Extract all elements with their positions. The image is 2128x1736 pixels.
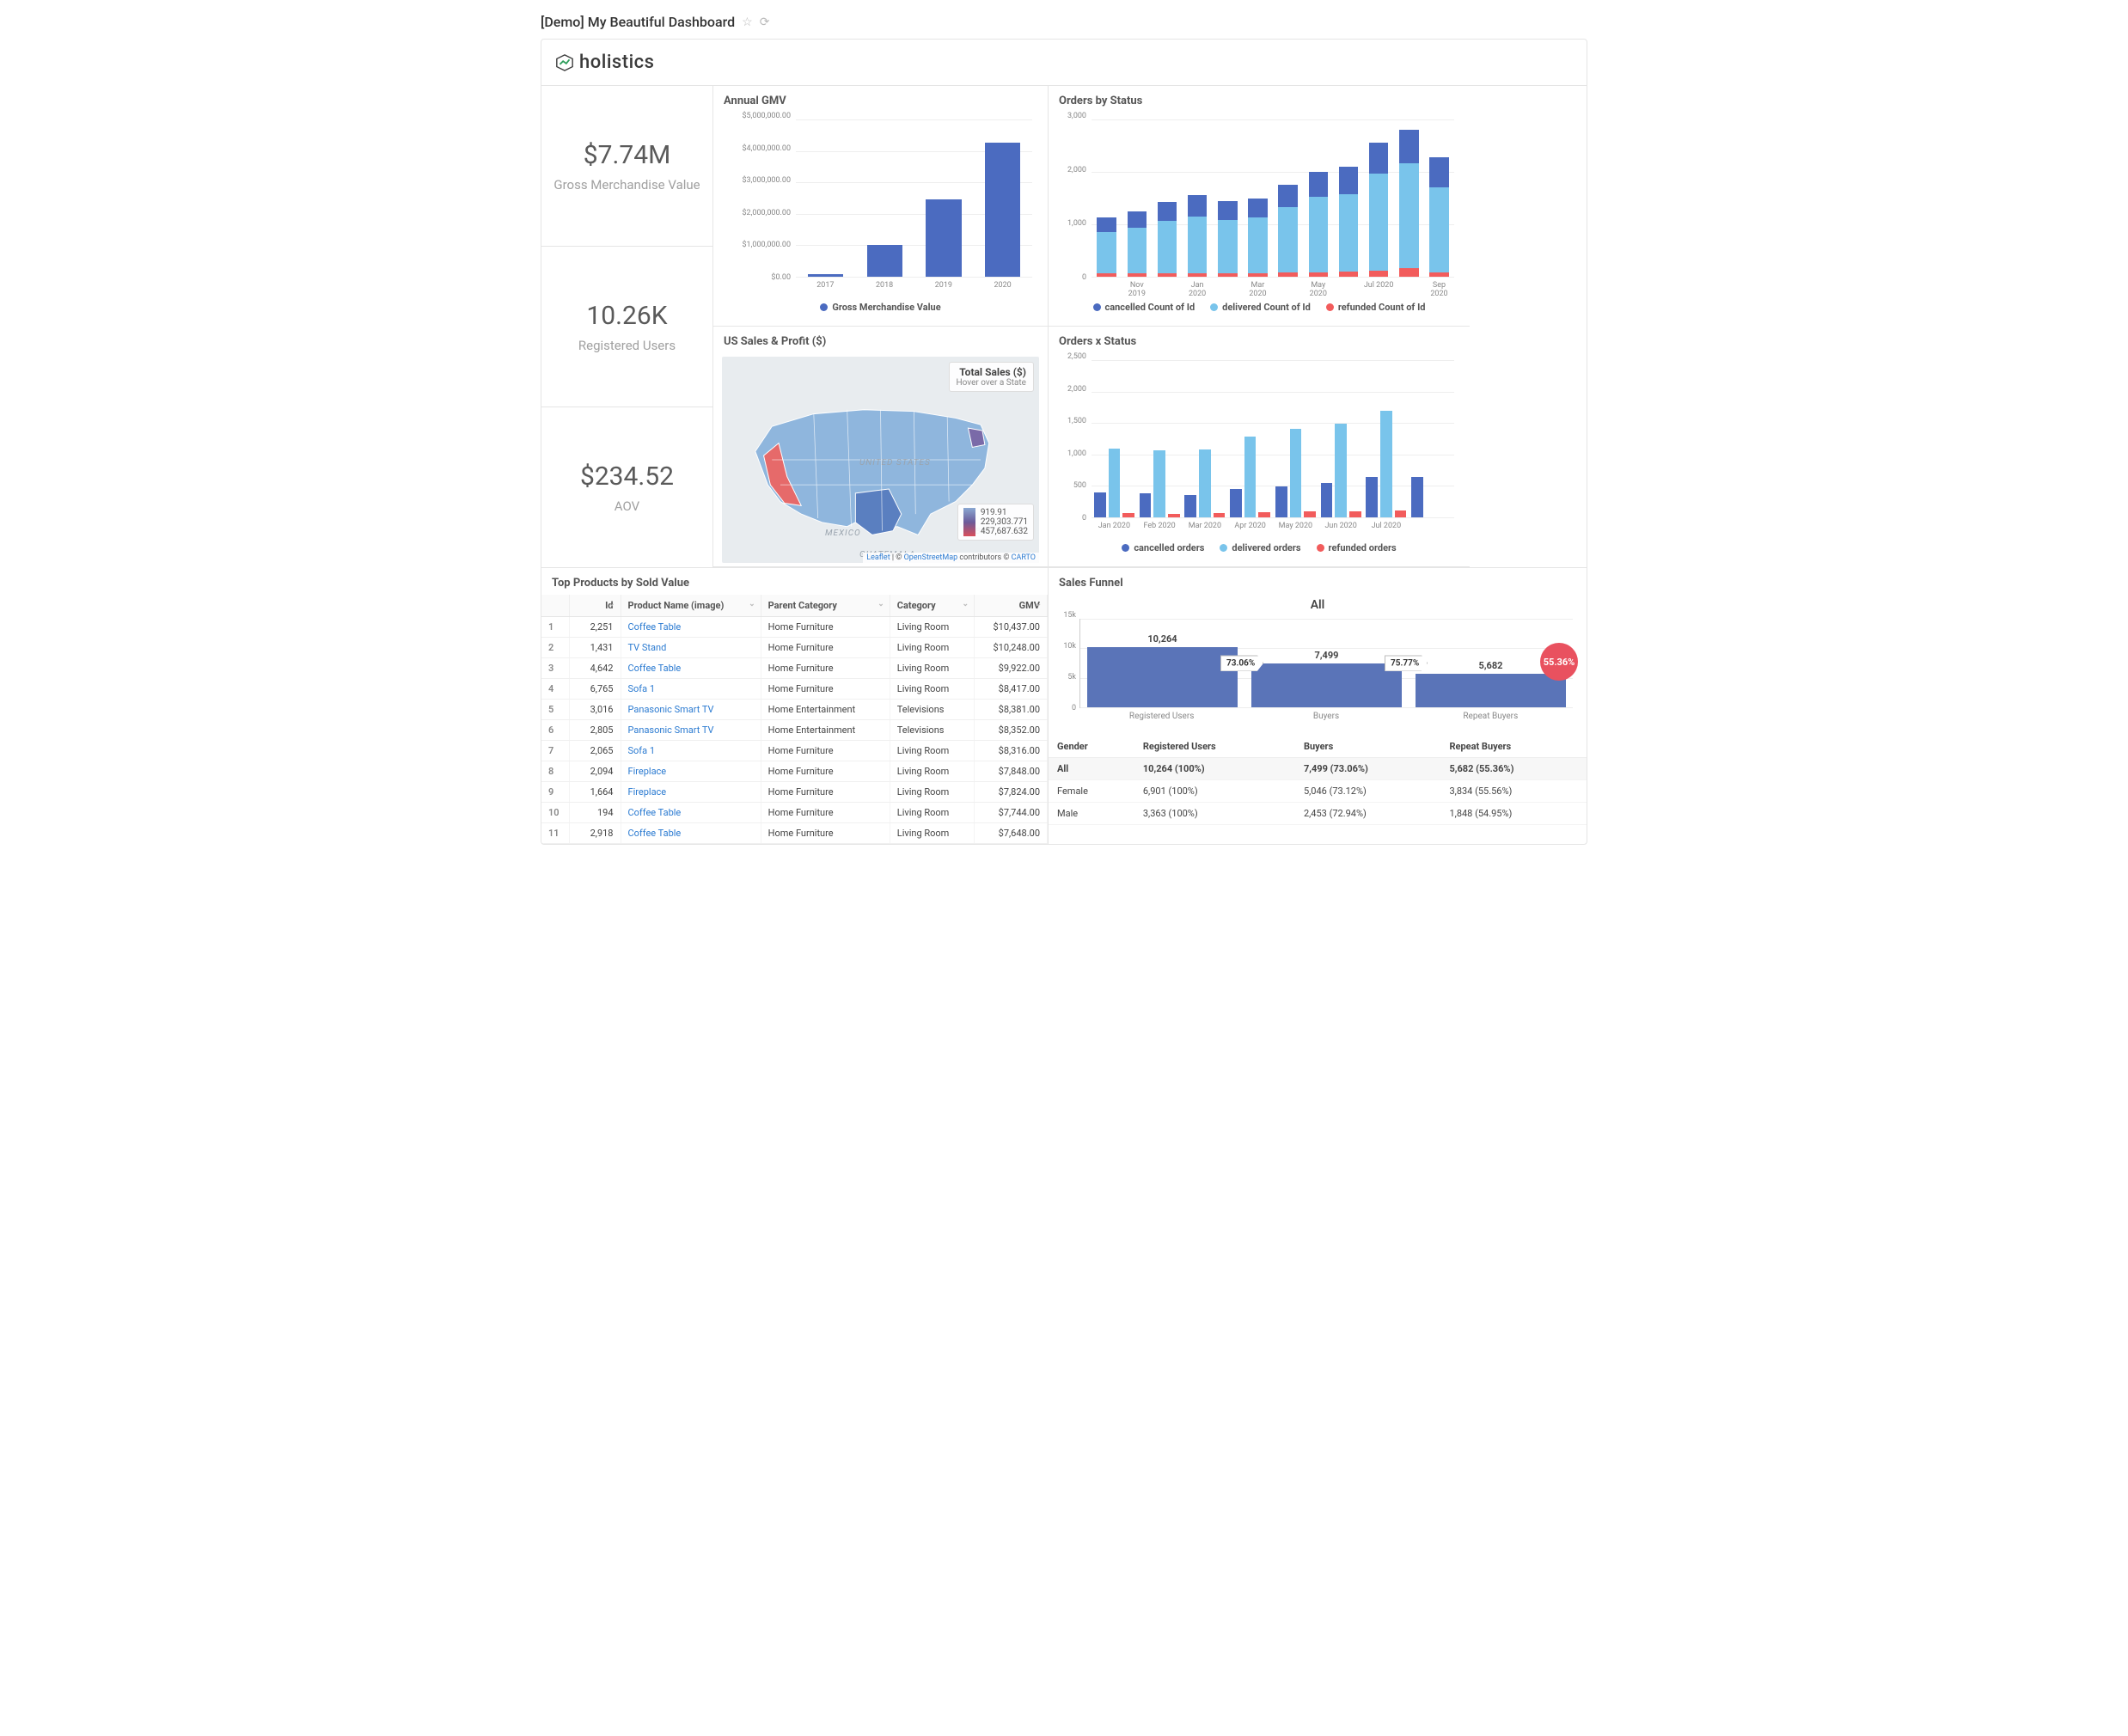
brand-name: holistics <box>579 52 654 73</box>
page-title: [Demo] My Beautiful Dashboard <box>541 14 735 30</box>
product-link[interactable]: Fireplace <box>628 786 667 798</box>
osm-link[interactable]: OpenStreetMap <box>904 553 958 562</box>
panel-title: Orders x Status <box>1049 327 1470 353</box>
panel-orders-x-status: Orders x Status 05001,0001,5002,0002,500… <box>1049 327 1470 567</box>
table-row[interactable]: 112,918Coffee TableHome FurnitureLiving … <box>541 823 1048 844</box>
funnel-table-header: Registered Users <box>1134 736 1295 758</box>
panel-annual-gmv: Annual GMV $0.00$1,000,000.00$2,000,000.… <box>713 86 1049 327</box>
table-row[interactable]: 72,065Sofa 1Home FurnitureLiving Room$8,… <box>541 741 1048 761</box>
panel-sales-funnel: Sales Funnel All 05k10k15k10,2647,49973.… <box>1049 568 1587 844</box>
annual-gmv-chart[interactable]: $0.00$1,000,000.00$2,000,000.00$3,000,00… <box>722 116 1039 296</box>
annual-gmv-legend: Gross Merchandise Value <box>722 296 1039 320</box>
product-link[interactable]: Coffee Table <box>628 807 682 818</box>
product-link[interactable]: Coffee Table <box>628 663 682 674</box>
table-row[interactable]: 10194Coffee TableHome FurnitureLiving Ro… <box>541 803 1048 823</box>
map-overlay-title: Total Sales ($) <box>957 366 1026 378</box>
table-row[interactable]: 62,805Panasonic Smart TVHome Entertainme… <box>541 720 1048 741</box>
kpi-label: Registered Users <box>578 338 676 353</box>
table-row[interactable]: 34,642Coffee TableHome FurnitureLiving R… <box>541 658 1048 679</box>
panel-title: Top Products by Sold Value <box>541 568 1048 595</box>
panel-title: Orders by Status <box>1049 86 1470 113</box>
funnel-table-row: Female6,901 (100%)5,046 (73.12%)3,834 (5… <box>1049 780 1587 803</box>
table-row[interactable]: 82,094FireplaceHome FurnitureLiving Room… <box>541 761 1048 782</box>
funnel-overall-label: All <box>1049 595 1587 612</box>
brand-logo-icon <box>555 53 574 72</box>
funnel-table-row: Male3,363 (100%)2,453 (72.94%)1,848 (54.… <box>1049 803 1587 825</box>
funnel-table: GenderRegistered UsersBuyersRepeat Buyer… <box>1049 736 1587 825</box>
map-attribution: Leaflet | © OpenStreetMap contributors ©… <box>863 553 1039 563</box>
orders-by-status-legend: cancelled Count of Iddelivered Count of … <box>1057 296 1461 320</box>
map-legend-val: 919.91 <box>981 508 1028 517</box>
product-link[interactable]: Sofa 1 <box>628 683 656 694</box>
funnel-table-header: Gender <box>1049 736 1134 758</box>
panel-us-sales: US Sales & Profit ($) <box>713 327 1049 567</box>
table-header[interactable]: Product Name (image)⌄ <box>621 595 761 617</box>
table-header[interactable]: Parent Category⌄ <box>761 595 890 617</box>
map-legend-val: 457,687.632 <box>981 527 1028 536</box>
kpi-users: 10.26K Registered Users <box>541 247 713 407</box>
table-row[interactable]: 91,664FireplaceHome FurnitureLiving Room… <box>541 782 1048 803</box>
table-row[interactable]: 53,016Panasonic Smart TVHome Entertainme… <box>541 700 1048 720</box>
panel-top-products: Top Products by Sold Value Id⌄Product Na… <box>541 568 1049 844</box>
product-link[interactable]: Fireplace <box>628 766 667 777</box>
map-label: UNITED STATES <box>859 458 931 468</box>
carto-link[interactable]: CARTO <box>1012 553 1036 562</box>
title-bar: [Demo] My Beautiful Dashboard ☆ ⟳ <box>541 9 1587 39</box>
map-legend-val: 229,303.771 <box>981 517 1028 527</box>
map-overlay-sub: Hover over a State <box>957 378 1026 388</box>
product-link[interactable]: Coffee Table <box>628 621 682 633</box>
product-link[interactable]: TV Stand <box>628 642 667 653</box>
table-header[interactable]: Id⌄ <box>569 595 621 617</box>
orders-x-status-legend: cancelled ordersdelivered ordersrefunded… <box>1057 537 1461 560</box>
orders-by-status-chart[interactable]: 01,0002,0003,000Nov 2019Jan 2020Mar 2020… <box>1057 116 1461 296</box>
table-header[interactable] <box>541 595 569 617</box>
table-header[interactable]: GMV⌄ <box>975 595 1048 617</box>
brand-row: holistics <box>541 40 1587 86</box>
product-link[interactable]: Coffee Table <box>628 828 682 839</box>
kpi-label: Gross Merchandise Value <box>553 177 700 193</box>
table-row[interactable]: 46,765Sofa 1Home FurnitureLiving Room$8,… <box>541 679 1048 700</box>
table-row[interactable]: 12,251Coffee TableHome FurnitureLiving R… <box>541 617 1048 638</box>
panel-title: US Sales & Profit ($) <box>713 327 1048 353</box>
map-legend: 919.91 229,303.771 457,687.632 <box>957 504 1034 541</box>
kpi-gmv: $7.74M Gross Merchandise Value <box>541 86 713 247</box>
panel-title: Annual GMV <box>713 86 1048 113</box>
table-row[interactable]: 21,431TV StandHome FurnitureLiving Room$… <box>541 638 1048 658</box>
kpi-label: AOV <box>615 498 639 514</box>
product-link[interactable]: Panasonic Smart TV <box>628 724 714 736</box>
funnel-table-header: Buyers <box>1295 736 1441 758</box>
table-header[interactable]: Category⌄ <box>890 595 974 617</box>
kpi-value: $234.52 <box>580 462 674 492</box>
product-link[interactable]: Sofa 1 <box>628 745 656 756</box>
panel-orders-by-status: Orders by Status 01,0002,0003,000Nov 201… <box>1049 86 1470 327</box>
us-sales-map[interactable]: UNITED STATES MEXICO CUBA GUATEMALA Tota… <box>722 357 1039 563</box>
map-overlay: Total Sales ($) Hover over a State <box>949 362 1034 392</box>
funnel-final-pct: 55.36% <box>1540 643 1578 681</box>
star-icon[interactable]: ☆ <box>742 15 753 29</box>
top-products-table[interactable]: Id⌄Product Name (image)⌄Parent Category⌄… <box>541 595 1048 844</box>
kpi-value: $7.74M <box>584 140 671 170</box>
funnel-chart[interactable]: 05k10k15k10,2647,49973.06%5,68275.77%55.… <box>1057 615 1578 727</box>
kpi-aov: $234.52 AOV <box>541 407 713 567</box>
product-link[interactable]: Panasonic Smart TV <box>628 704 714 715</box>
orders-x-status-chart[interactable]: 05001,0001,5002,0002,500Jan 2020Feb 2020… <box>1057 357 1461 537</box>
funnel-table-row: All10,264 (100%)7,499 (73.06%)5,682 (55.… <box>1049 758 1587 780</box>
leaflet-link[interactable]: Leaflet <box>866 553 890 562</box>
kpi-column: $7.74M Gross Merchandise Value 10.26K Re… <box>541 86 713 567</box>
refresh-icon[interactable]: ⟳ <box>760 15 770 29</box>
funnel-table-header: Repeat Buyers <box>1440 736 1587 758</box>
kpi-value: 10.26K <box>586 301 667 331</box>
panel-title: Sales Funnel <box>1049 568 1587 595</box>
dashboard-frame: holistics $7.74M Gross Merchandise Value… <box>541 39 1587 845</box>
legend-label: Gross Merchandise Value <box>832 302 940 313</box>
map-label: MEXICO <box>825 529 861 538</box>
